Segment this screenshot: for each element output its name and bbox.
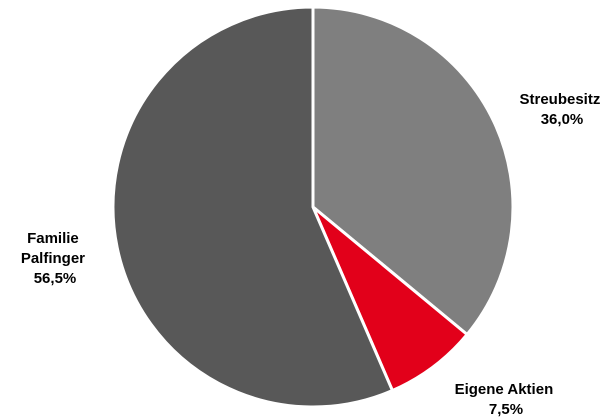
pie-slices bbox=[111, 5, 515, 409]
slice-label-eigene-aktien: Eigene Aktien 7,5% bbox=[455, 381, 558, 418]
slice-label-streubesitz: Streubesitz 36,0% bbox=[519, 91, 604, 128]
pie-slice-familie-palfinger bbox=[111, 5, 394, 409]
slice-labels: Streubesitz 36,0% Eigene Aktien 7,5% Fam… bbox=[21, 91, 604, 418]
pie-slice-streubesitz bbox=[311, 5, 515, 336]
slice-label-familie-palfinger: Familie Palfinger 56,5% bbox=[21, 230, 89, 287]
